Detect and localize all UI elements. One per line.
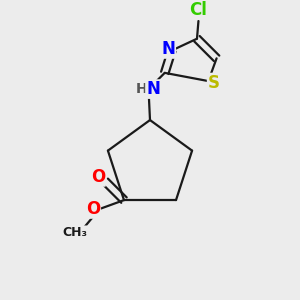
Text: N: N	[146, 80, 160, 98]
Text: N: N	[161, 40, 175, 58]
Text: H: H	[136, 82, 148, 96]
Text: O: O	[91, 168, 105, 186]
Text: CH₃: CH₃	[62, 226, 87, 239]
Text: Cl: Cl	[190, 1, 207, 19]
Text: S: S	[208, 74, 220, 92]
Text: O: O	[86, 200, 100, 218]
